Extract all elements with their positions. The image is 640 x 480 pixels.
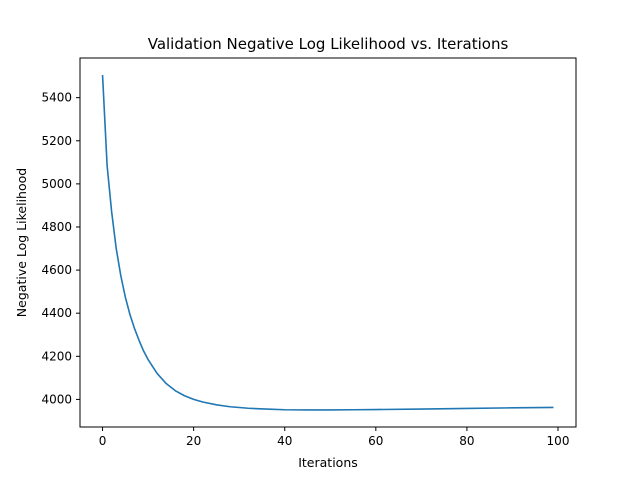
y-tick-label: 5200 [41,134,72,148]
x-tick-label: 80 [459,434,474,448]
plot-frame [79,57,577,428]
chart-title: Validation Negative Log Likelihood vs. I… [148,35,509,53]
series-line-0 [101,74,554,411]
x-axis-ticks: 0 20 40 60 80 100 [99,427,570,448]
x-tick-label: 100 [547,434,570,448]
y-tick-label: 4200 [41,349,72,363]
x-tick-label: 60 [368,434,383,448]
y-tick-label: 4400 [41,306,72,320]
x-axis-label: Iterations [298,455,358,470]
y-tick-label: 5000 [41,177,72,191]
y-axis-label: Negative Log Likelihood [14,168,29,317]
x-tick-label: 40 [277,434,292,448]
y-tick-label: 4800 [41,220,72,234]
x-tick-label: 0 [99,434,107,448]
y-tick-label: 4600 [41,263,72,277]
x-tick-label: 20 [186,434,201,448]
y-tick-label: 5400 [41,91,72,105]
series-layer [101,74,554,411]
y-tick-label: 4000 [41,392,72,406]
y-axis-ticks: 4000 4200 4400 4600 4800 5000 5200 5400 [41,91,80,406]
